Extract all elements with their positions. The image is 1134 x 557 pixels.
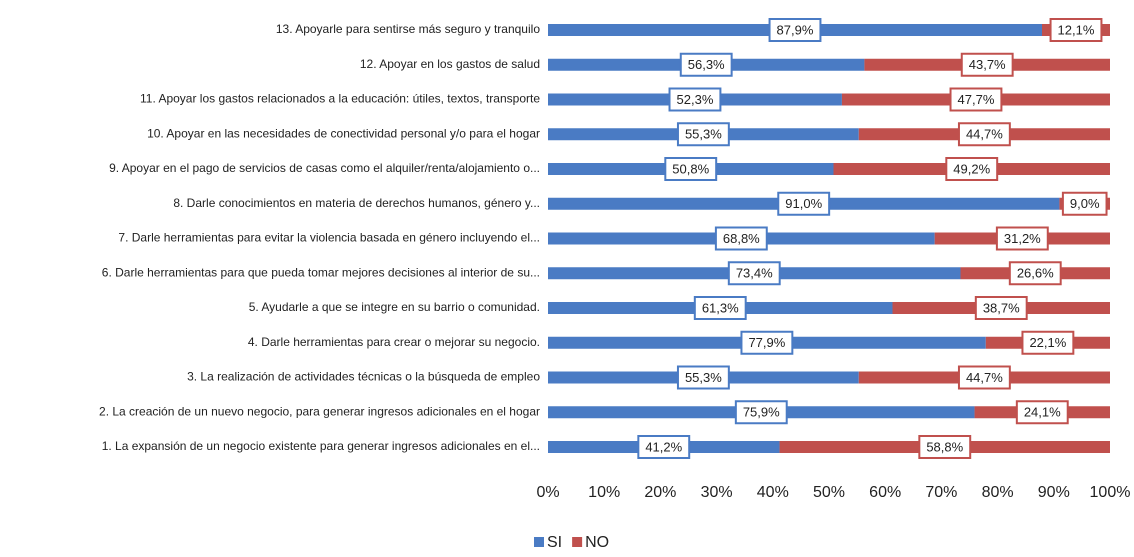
category-label: 2. La creación de un nuevo negocio, para… (99, 404, 540, 418)
x-tick-label: 70% (925, 484, 957, 501)
value-label: 24,1% (1024, 405, 1061, 420)
value-label: 38,7% (983, 300, 1020, 315)
value-label: 61,3% (702, 300, 739, 315)
x-tick-label: 20% (644, 484, 676, 501)
value-label: 47,7% (958, 92, 995, 107)
value-label-box (676, 365, 730, 390)
x-tick-label: 30% (701, 484, 733, 501)
value-label-box (918, 435, 972, 459)
value-label: 50,8% (672, 161, 709, 176)
value-label-box (949, 87, 1003, 112)
value-label-box (714, 226, 768, 251)
value-label-box (995, 226, 1049, 251)
value-label: 31,2% (1004, 231, 1041, 246)
value-label: 91,0% (785, 196, 822, 211)
value-label-box (768, 18, 822, 42)
value-label-box (1021, 330, 1075, 355)
category-label: 5. Ayudarle a que se integre en su barri… (249, 300, 540, 314)
value-label: 87,9% (777, 22, 814, 37)
legend-swatch (534, 537, 544, 547)
value-label-box (668, 87, 722, 112)
category-label: 1. La expansión de un negocio existente … (102, 439, 540, 453)
value-label-box (676, 122, 730, 147)
value-label: 49,2% (953, 161, 990, 176)
value-label: 56,3% (688, 57, 725, 72)
value-label-box (740, 330, 794, 355)
value-label-box (693, 296, 747, 320)
value-label-box (957, 365, 1011, 390)
category-label: 8. Darle conocimientos en materia de der… (173, 196, 540, 210)
value-label-box (1015, 400, 1069, 425)
x-tick-label: 80% (982, 484, 1014, 501)
category-label: 9. Apoyar en el pago de servicios de cas… (109, 161, 540, 175)
value-label: 22,1% (1029, 335, 1066, 350)
value-label: 73,4% (736, 266, 773, 281)
value-label-box (777, 191, 831, 216)
category-label: 11. Apoyar los gastos relacionados a la … (140, 92, 540, 106)
value-label: 9,0% (1070, 196, 1100, 211)
category-label: 12. Apoyar en los gastos de salud (360, 57, 540, 71)
category-label: 4. Darle herramientas para crear o mejor… (248, 335, 540, 349)
value-label: 43,7% (969, 57, 1006, 72)
x-tick-label: 50% (813, 484, 845, 501)
value-label: 68,8% (723, 231, 760, 246)
value-label-box (734, 400, 788, 425)
value-label-box (957, 122, 1011, 147)
value-label-box (960, 52, 1014, 77)
value-label-box (1008, 261, 1062, 286)
x-tick-label: 90% (1038, 484, 1070, 501)
value-label: 12,1% (1058, 22, 1095, 37)
value-label-box (1049, 18, 1103, 42)
legend-label: NO (585, 534, 609, 551)
x-tick-label: 0% (536, 484, 559, 501)
value-label-box (945, 157, 999, 181)
value-label: 26,6% (1017, 266, 1054, 281)
value-label-box (1061, 191, 1108, 216)
value-label: 55,3% (685, 127, 722, 142)
value-label-box (664, 157, 718, 181)
value-label: 75,9% (743, 405, 780, 420)
x-tick-label: 60% (869, 484, 901, 501)
value-label-box (974, 296, 1028, 320)
legend-swatch (572, 537, 583, 547)
value-label: 58,8% (926, 439, 963, 454)
value-label-box (679, 52, 733, 77)
value-label: 55,3% (685, 370, 722, 385)
value-label: 44,7% (966, 370, 1003, 385)
category-label: 13. Apoyarle para sentirse más seguro y … (276, 22, 540, 36)
value-label: 77,9% (748, 335, 785, 350)
value-label-box (637, 435, 691, 459)
value-label: 44,7% (966, 127, 1003, 142)
x-tick-label: 10% (588, 484, 620, 501)
category-label: 3. La realización de actividades técnica… (187, 370, 540, 384)
category-label: 7. Darle herramientas para evitar la vio… (118, 231, 540, 245)
category-label: 6. Darle herramientas para que pueda tom… (102, 265, 540, 279)
category-label: 10. Apoyar en las necesidades de conecti… (147, 126, 540, 140)
x-tick-label: 40% (757, 484, 789, 501)
value-label: 52,3% (677, 92, 714, 107)
legend-label: SI (547, 534, 562, 551)
x-tick-label: 100% (1090, 484, 1131, 501)
value-label-box (727, 261, 781, 286)
value-label: 41,2% (645, 439, 682, 454)
